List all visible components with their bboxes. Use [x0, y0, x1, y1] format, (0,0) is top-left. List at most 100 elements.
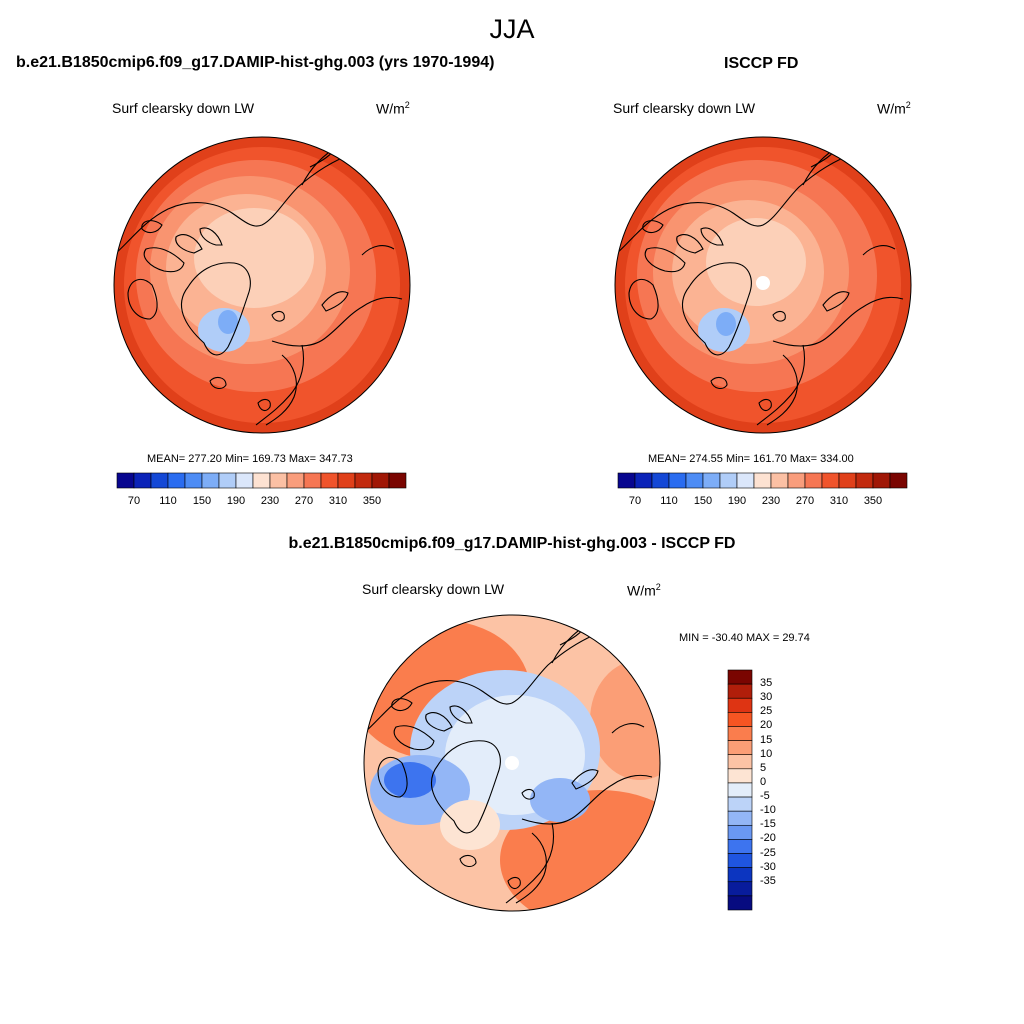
colorbar-cell — [736, 472, 755, 489]
colorbar-cell — [651, 472, 670, 489]
colorbar-tick-label: 70 — [127, 495, 141, 507]
colorbar-cell — [727, 782, 753, 798]
colorbar-tick-label: -25 — [760, 846, 776, 859]
colorbar-tick-label: 310 — [328, 495, 348, 507]
model-stats: MEAN= 277.20 Min= 169.73 Max= 347.73 — [147, 453, 353, 465]
colorbar-cell — [727, 712, 753, 727]
colorbar-cell — [753, 472, 772, 489]
obs-units: W/m2 — [877, 100, 911, 117]
colorbar-tick-label: 15 — [760, 733, 773, 746]
diff-colorbar — [727, 669, 753, 911]
colorbar-cell — [727, 853, 753, 868]
colorbar-tick-label: 270 — [294, 495, 314, 507]
colorbar-tick-label: -30 — [760, 860, 776, 873]
colorbar-cell — [727, 824, 753, 840]
colorbar-cell — [889, 472, 908, 489]
colorbar-tick-label: 110 — [660, 495, 678, 507]
model-map — [113, 136, 411, 434]
colorbar-cell — [727, 810, 753, 826]
colorbar-cell — [770, 472, 789, 489]
colorbar-cell — [218, 472, 237, 489]
colorbar-cell — [727, 796, 753, 812]
colorbar-tick-label: 230 — [761, 495, 781, 507]
colorbar-cell — [702, 472, 721, 489]
colorbar-cell — [727, 740, 753, 756]
colorbar-tick-label: -35 — [760, 874, 776, 887]
colorbar-cell — [727, 881, 753, 897]
colorbar-tick-label: -20 — [760, 832, 776, 845]
model-variable-label: Surf clearsky down LW — [112, 100, 255, 116]
colorbar-tick-label: 35 — [760, 677, 773, 690]
colorbar-cell — [787, 472, 806, 489]
colorbar-cell — [727, 669, 753, 685]
diff-panel-title: b.e21.B1850cmip6.f09_g17.DAMIP-hist-ghg.… — [288, 535, 736, 552]
season-title: JJA — [489, 14, 535, 44]
colorbar-tick-label: 350 — [362, 495, 382, 507]
diff-map — [363, 614, 661, 912]
colorbar-cell — [167, 472, 186, 489]
diff-units: W/m2 — [627, 582, 661, 599]
colorbar-tick-label: 230 — [260, 495, 280, 507]
colorbar-tick-label: 150 — [192, 495, 212, 507]
obs-panel-title: ISCCP FD — [724, 55, 799, 72]
colorbar-tick-label: 10 — [760, 747, 773, 760]
obs-colorbar — [617, 472, 908, 489]
colorbar-tick-label: 350 — [863, 495, 883, 507]
colorbar-tick-label: 270 — [795, 495, 815, 507]
colorbar-cell — [388, 472, 407, 489]
colorbar-tick-label: -5 — [760, 790, 770, 803]
colorbar-cell — [116, 472, 135, 489]
colorbar-tick-label: -10 — [760, 804, 776, 817]
colorbar-cell — [235, 472, 254, 489]
colorbar-cell — [634, 472, 653, 489]
colorbar-cell — [668, 472, 687, 489]
colorbar-tick-label: 70 — [628, 495, 642, 507]
obs-stats: MEAN= 274.55 Min= 161.70 Max= 334.00 — [648, 453, 854, 465]
colorbar-tick-label: 190 — [727, 495, 747, 507]
colorbar-cell — [727, 895, 753, 911]
obs-map — [614, 136, 912, 434]
colorbar-cell — [821, 472, 840, 489]
colorbar-tick-label: 0 — [760, 775, 767, 788]
diff-stats: MIN = -30.40 MAX = 29.74 — [679, 632, 810, 644]
colorbar-cell — [371, 472, 390, 489]
colorbar-tick-label: 25 — [760, 705, 773, 718]
colorbar-cell — [727, 754, 753, 770]
colorbar-cell — [727, 867, 753, 883]
colorbar-cell — [727, 697, 753, 713]
model-units: W/m2 — [376, 100, 410, 117]
colorbar-cell — [286, 472, 305, 489]
colorbar-cell — [727, 839, 753, 854]
colorbar-cell — [303, 472, 322, 489]
colorbar-cell — [150, 472, 169, 489]
model-panel-title: b.e21.B1850cmip6.f09_g17.DAMIP-hist-ghg.… — [16, 54, 495, 71]
colorbar-cell — [727, 726, 753, 741]
colorbar-tick-label: 30 — [760, 691, 773, 704]
colorbar-cell — [269, 472, 288, 489]
colorbar-cell — [184, 472, 203, 489]
colorbar-cell — [201, 472, 220, 489]
colorbar-cell — [337, 472, 356, 489]
colorbar-cell — [133, 472, 152, 489]
colorbar-cell — [617, 472, 636, 489]
colorbar-tick-label: -15 — [760, 818, 776, 831]
colorbar-cell — [872, 472, 891, 489]
colorbar-tick-label: 110 — [159, 495, 177, 507]
obs-variable-label: Surf clearsky down LW — [613, 100, 756, 116]
colorbar-cell — [685, 472, 704, 489]
colorbar-cell — [855, 472, 874, 489]
colorbar-cell — [727, 683, 753, 699]
colorbar-tick-label: 190 — [226, 495, 246, 507]
colorbar-cell — [320, 472, 339, 489]
colorbar-tick-label: 310 — [829, 495, 849, 507]
colorbar-cell — [354, 472, 373, 489]
colorbar-cell — [252, 472, 271, 489]
colorbar-tick-label: 150 — [693, 495, 713, 507]
colorbar-cell — [838, 472, 857, 489]
diff-variable-label: Surf clearsky down LW — [362, 581, 505, 597]
colorbar-tick-label: 20 — [760, 719, 773, 732]
colorbar-cell — [804, 472, 823, 489]
colorbar-tick-label: 5 — [760, 761, 767, 774]
colorbar-cell — [727, 768, 753, 784]
colorbar-cell — [719, 472, 738, 489]
